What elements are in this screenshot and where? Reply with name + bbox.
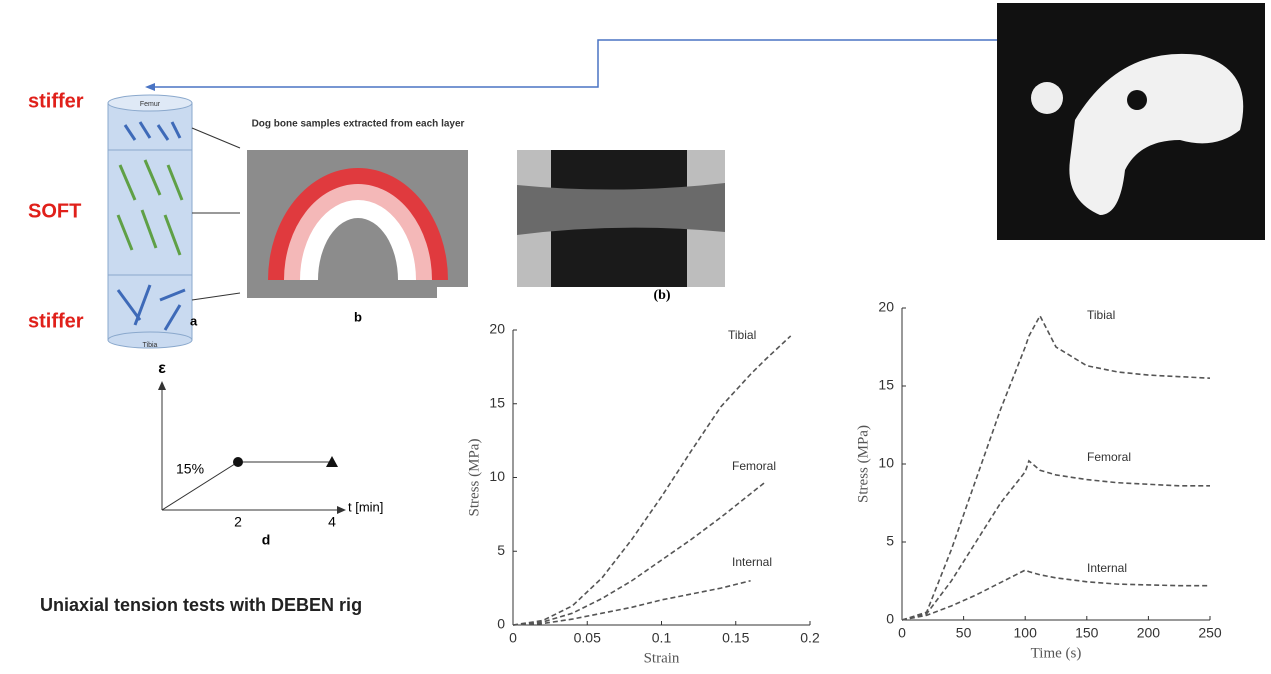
- layer-arrows: [192, 128, 240, 300]
- y-axis-label: Stress (MPa): [466, 439, 482, 517]
- tibia-label: Tibia: [143, 342, 158, 349]
- plot-frame: [902, 308, 1210, 620]
- plot-frame: [513, 330, 810, 625]
- panel-label: b: [354, 309, 362, 324]
- x-tick-label: 200: [1137, 625, 1161, 641]
- series-label: Tibial: [728, 328, 756, 342]
- x-tick-label: 0.1: [652, 630, 672, 646]
- series-line: [902, 570, 1210, 620]
- y-tick-label: 0: [886, 611, 894, 627]
- y-tick-label: 5: [497, 542, 505, 558]
- arrow-head: [145, 83, 155, 91]
- y-tick-label: 10: [489, 468, 505, 484]
- arrow-head: [337, 506, 346, 514]
- marker: [233, 457, 243, 467]
- photo-label: (b): [653, 288, 670, 303]
- label-stiffer: stiffer: [28, 310, 84, 332]
- photo-sample: [1031, 82, 1063, 114]
- connector-arrow: [152, 40, 997, 87]
- caption: Uniaxial tension tests with DEBEN rig: [40, 595, 362, 615]
- series-label: Femoral: [732, 459, 776, 473]
- x-tick-label: 0.05: [574, 630, 601, 646]
- panel-label: d: [262, 532, 271, 548]
- label-soft: SOFT: [28, 200, 81, 222]
- x-tick-label: 250: [1198, 625, 1222, 641]
- x-tick-label: 0.2: [800, 630, 820, 646]
- y-tick-label: 20: [878, 299, 894, 315]
- x-tick-label: 150: [1075, 625, 1099, 641]
- series-label: Internal: [732, 555, 772, 569]
- y-tick-label: 10: [878, 455, 894, 471]
- series-line: [902, 461, 1210, 620]
- x-tick-label: 50: [956, 625, 972, 641]
- x-tick-label: 0.15: [722, 630, 749, 646]
- series-line: [902, 316, 1210, 620]
- panel-label: a: [190, 313, 198, 328]
- x-axis-label: Strain: [644, 650, 680, 666]
- dog-bone-title: Dog bone samples extracted from each lay…: [252, 119, 465, 130]
- series-line: [513, 482, 765, 625]
- arrow-head: [158, 381, 166, 390]
- y-axis-label: Stress (MPa): [855, 425, 871, 503]
- x-axis-label: Time (s): [1031, 645, 1082, 661]
- strain-label: 15%: [176, 461, 204, 477]
- label-stiffer: stiffer: [28, 90, 84, 112]
- series-label: Internal: [1087, 561, 1127, 575]
- series-label: Femoral: [1087, 450, 1131, 464]
- y-tick-label: 20: [489, 321, 505, 337]
- series-label: Tibial: [1087, 308, 1115, 322]
- femur-label: Femur: [140, 101, 161, 108]
- y-tick-label: 5: [886, 533, 894, 549]
- photo-hole: [1127, 90, 1147, 110]
- x-tick-label: 0: [898, 625, 906, 641]
- epsilon-label: ε: [158, 360, 166, 377]
- x-tick-label: 100: [1014, 625, 1038, 641]
- t-tick: 2: [234, 514, 242, 530]
- y-tick-label: 15: [489, 394, 505, 410]
- t-tick: 4: [328, 514, 336, 530]
- t-axis-label: t [min]: [348, 499, 383, 514]
- y-tick-label: 15: [878, 377, 894, 393]
- y-tick-label: 0: [497, 616, 505, 632]
- x-tick-label: 0: [509, 630, 517, 646]
- mask: [437, 287, 737, 307]
- specimen: [517, 183, 725, 235]
- slide: Femur Tibia stiffer SOFT stiffer a Dog b…: [0, 0, 1271, 674]
